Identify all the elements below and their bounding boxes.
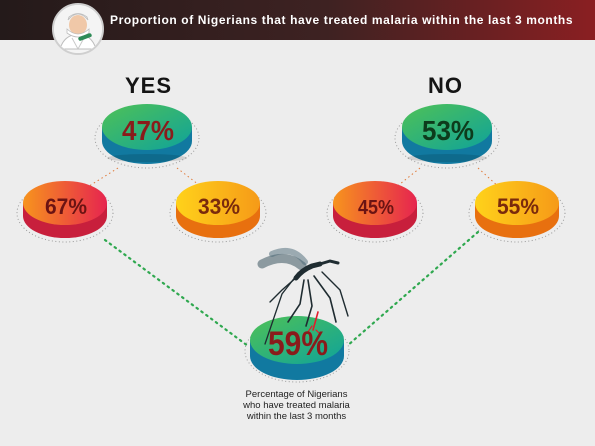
disc-no-b	[475, 181, 559, 238]
group-title-no: NO	[428, 73, 463, 98]
connectors-thin	[85, 167, 501, 189]
disc-total	[250, 316, 344, 380]
label-no-a: 45%	[358, 197, 394, 219]
page-title: Proportion of Nigerians that have treate…	[110, 13, 574, 27]
label-no: 53%	[422, 115, 474, 146]
group-title-yes: YES	[125, 73, 173, 98]
connectors	[103, 230, 480, 348]
connector-total-no	[345, 230, 480, 348]
caption-line: who have treated malaria	[243, 400, 350, 411]
label-yes: 47%	[122, 115, 174, 146]
caption-line: Percentage of Nigerians	[245, 389, 348, 400]
label-no-b: 55%	[497, 194, 539, 219]
disc-yes-a	[23, 181, 107, 238]
label-yes-b: 33%	[198, 194, 240, 219]
caption-line: within the last 3 months	[246, 411, 347, 422]
total-caption: Percentage of Nigerians who have treated…	[214, 389, 379, 422]
label-total: 59%	[268, 325, 328, 363]
connector-total-yes	[103, 238, 250, 348]
disc-yes-b	[176, 181, 260, 238]
chart-canvas: 47% 53% 67% 33% 45% 55% 59%	[16, 104, 566, 383]
label-yes-a: 67%	[45, 194, 87, 219]
value-labels: 47% 53% 67% 33% 45% 55% 59%	[45, 115, 539, 363]
connector-yes-left	[85, 167, 119, 189]
doctor-avatar-icon	[52, 3, 104, 55]
disc-no-a	[333, 181, 417, 238]
connector-no-left	[394, 167, 421, 189]
mosquito-icon	[257, 247, 349, 345]
disc-no	[402, 104, 492, 164]
connector-no-right	[477, 167, 501, 189]
disc-yes	[102, 104, 192, 164]
